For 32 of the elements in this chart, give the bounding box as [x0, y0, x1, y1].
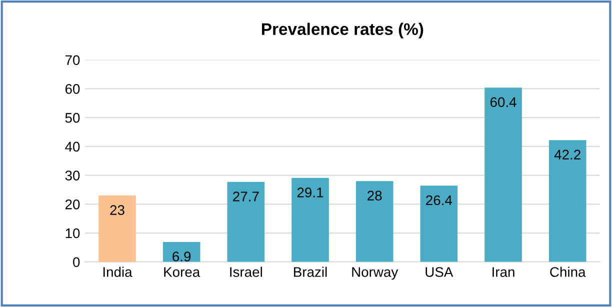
data-label: 29.1 — [297, 188, 324, 198]
x-tick-label: USA — [426, 267, 454, 277]
x-tick-label: Iran — [492, 267, 514, 277]
y-tick-label: 70 — [65, 55, 80, 66]
chart-title: Prevalence rates (%) — [262, 22, 424, 38]
y-tick-label: 0 — [73, 257, 80, 268]
bar — [292, 178, 329, 262]
x-tick-label: Brazil — [294, 266, 327, 277]
data-label: 28 — [368, 190, 382, 201]
y-tick-label: 30 — [65, 170, 80, 180]
x-tick-label: China — [550, 266, 586, 277]
y-tick-label: 50 — [65, 112, 80, 123]
bar — [356, 181, 394, 262]
x-tick-label: India — [103, 266, 132, 277]
y-tick-label: 60 — [65, 84, 80, 94]
data-label: 42.2 — [554, 150, 580, 160]
data-label: 26.4 — [426, 195, 452, 206]
x-tick-label: Korea — [164, 267, 200, 277]
data-label: 27.7 — [233, 192, 259, 202]
x-tick-label: Norway — [352, 267, 398, 280]
y-tick-label: 10 — [66, 228, 80, 238]
bar — [548, 140, 586, 262]
data-label: 6.9 — [172, 252, 191, 262]
x-tick-label: Israel — [230, 266, 262, 277]
data-label: 23 — [110, 205, 124, 215]
data-label: 60.4 — [490, 97, 516, 108]
bar — [484, 88, 522, 262]
y-tick-label: 40 — [65, 142, 80, 152]
bar — [98, 196, 136, 262]
bar — [227, 182, 265, 262]
bar — [420, 186, 458, 262]
y-tick-label: 20 — [65, 199, 80, 210]
